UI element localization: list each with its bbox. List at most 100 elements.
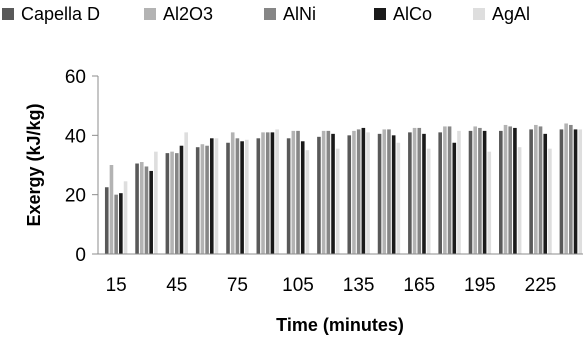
bar <box>305 150 310 254</box>
bar <box>426 148 431 254</box>
bar <box>478 127 482 254</box>
bar <box>382 129 387 254</box>
x-tick-label: 105 <box>282 275 314 296</box>
bar <box>179 145 184 254</box>
bar <box>326 130 331 254</box>
legend-swatch <box>264 8 276 20</box>
legend-label: AlCo <box>393 4 432 24</box>
bar <box>352 130 356 254</box>
bar <box>452 142 457 254</box>
bar <box>408 132 412 254</box>
bar <box>508 126 513 254</box>
x-tick-label: 135 <box>343 275 375 296</box>
bar <box>534 124 538 254</box>
bar <box>230 132 235 254</box>
bar <box>487 151 492 254</box>
bar <box>256 138 261 254</box>
bar <box>503 124 508 254</box>
bar <box>559 129 564 254</box>
bar <box>200 144 205 254</box>
y-tick-label: 40 <box>65 126 86 147</box>
bar <box>214 138 219 254</box>
bar <box>548 148 552 254</box>
bar <box>499 130 503 254</box>
bar <box>235 138 240 254</box>
bar <box>473 126 478 254</box>
bar <box>443 126 447 254</box>
legend-label: Al2O3 <box>163 4 213 24</box>
bar <box>331 133 335 254</box>
labels-group: 0 20 40 60 15 45 75 105 135 165 195 225 Time (minute… <box>24 67 556 335</box>
bar <box>270 132 275 254</box>
bar <box>457 130 461 254</box>
x-axis-title: Time (minutes) <box>276 315 404 335</box>
bar <box>377 133 382 254</box>
bar <box>174 153 179 254</box>
bar <box>578 129 583 254</box>
y-tick-label: 20 <box>65 186 86 207</box>
x-tick-label: 45 <box>166 275 187 296</box>
y-tick-label: 60 <box>65 67 86 88</box>
x-tick-label: 165 <box>403 275 435 296</box>
x-tick-label: 15 <box>106 275 127 296</box>
bar <box>564 123 568 254</box>
bar <box>361 127 366 254</box>
bar <box>209 138 214 254</box>
bar <box>482 130 487 254</box>
bar <box>104 187 109 254</box>
bar <box>569 124 573 254</box>
bar <box>391 135 396 254</box>
bar <box>265 132 270 254</box>
bar <box>144 166 149 254</box>
bar <box>149 170 153 254</box>
bar <box>422 133 426 254</box>
bar <box>109 165 114 254</box>
y-tick-label: 0 <box>75 245 86 266</box>
bar <box>291 130 296 254</box>
bar <box>573 129 578 254</box>
bar <box>296 130 300 254</box>
bar <box>335 148 340 254</box>
legend-label: AgAl <box>492 4 530 24</box>
bar <box>123 181 128 254</box>
bar <box>184 132 188 254</box>
legend-label: AlNi <box>283 4 316 24</box>
bar <box>139 162 144 254</box>
legend-swatch <box>144 8 156 20</box>
bar <box>412 127 417 254</box>
bar <box>195 147 200 254</box>
x-tick-label: 195 <box>464 275 496 296</box>
legend: Capella D Al2O3 AlNi AlCo AgAl <box>2 4 530 24</box>
bar <box>286 138 291 254</box>
bar <box>447 126 452 254</box>
bar <box>396 142 401 254</box>
bar <box>135 163 139 254</box>
bar <box>317 136 321 254</box>
legend-label: Capella D <box>21 4 100 24</box>
bar <box>347 135 352 254</box>
bar <box>387 129 391 254</box>
bar <box>240 141 244 254</box>
bar <box>275 129 279 254</box>
bar <box>245 139 249 254</box>
bar <box>438 132 442 254</box>
bar <box>356 129 361 254</box>
bar <box>513 127 517 254</box>
axes-group <box>92 75 583 255</box>
bar <box>170 151 174 254</box>
bar <box>226 142 230 254</box>
bar <box>366 132 370 254</box>
bar <box>538 126 543 254</box>
bar <box>321 130 326 254</box>
bar <box>114 194 118 254</box>
bar <box>300 141 305 254</box>
bar <box>543 133 548 254</box>
x-tick-label: 75 <box>227 275 248 296</box>
bar <box>417 127 422 254</box>
bar <box>529 129 533 254</box>
legend-swatch <box>374 8 386 20</box>
bar <box>205 145 209 254</box>
bar <box>154 151 158 254</box>
